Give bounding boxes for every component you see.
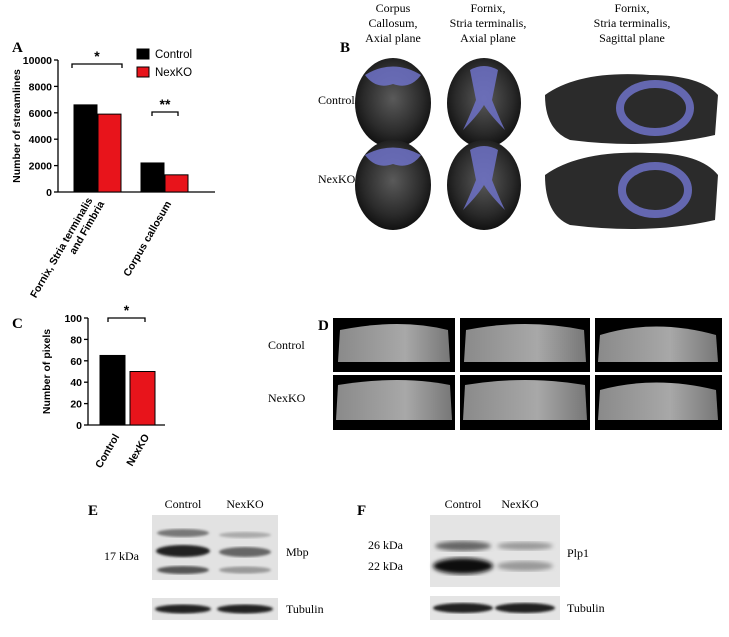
- column-header: Fornix,: [470, 1, 505, 15]
- panel-letter: F: [357, 503, 366, 519]
- panel-letter: E: [88, 503, 98, 519]
- x-tick-label: Control: [93, 432, 122, 470]
- x-tick-label: Corpus callosum: [121, 199, 174, 279]
- y-axis-label: Number of pixels: [41, 329, 53, 414]
- panel-letter: B: [340, 40, 350, 56]
- y-tick-label: 80: [70, 334, 82, 346]
- row-label: NexKO: [268, 391, 306, 405]
- y-tick-label: 40: [70, 377, 82, 389]
- column-header: Callosum,: [368, 16, 417, 30]
- lane-label: Control: [165, 497, 202, 511]
- y-tick-label: 0: [76, 420, 82, 432]
- bar: [73, 104, 98, 193]
- band-label: Plp1: [567, 546, 589, 560]
- y-tick-label: 20: [70, 399, 82, 411]
- y-tick-label: 2000: [29, 161, 53, 173]
- y-axis-label: Number of streamlines: [11, 69, 23, 183]
- significance-bracket: [107, 317, 146, 322]
- marker-label: 22 kDa: [368, 559, 404, 573]
- panel-letter: C: [12, 316, 23, 332]
- significance-label: *: [124, 302, 130, 318]
- y-tick-label: 0: [46, 187, 52, 199]
- band-label: Mbp: [286, 545, 309, 559]
- column-header: Corpus: [376, 1, 411, 15]
- y-tick-label: 60: [70, 356, 82, 368]
- lane-label: Control: [445, 497, 482, 511]
- marker-label: 26 kDa: [368, 538, 404, 552]
- column-header: Stria terminalis,: [450, 16, 527, 30]
- row-label: Control: [318, 93, 355, 107]
- y-tick-label: 6000: [29, 108, 53, 120]
- lane-label: NexKO: [226, 497, 264, 511]
- bar: [164, 174, 189, 193]
- significance-bracket: [71, 63, 123, 68]
- panel-letter: D: [318, 318, 329, 334]
- row-label: NexKO: [318, 172, 356, 186]
- column-header: Stria terminalis,: [594, 16, 671, 30]
- y-tick-label: 4000: [29, 134, 53, 146]
- row-label: Control: [268, 338, 305, 352]
- mri-images: [333, 318, 722, 430]
- y-tick-label: 10000: [23, 55, 52, 67]
- bar: [140, 162, 165, 193]
- y-tick-label: 100: [64, 313, 82, 325]
- legend-swatch: [136, 48, 150, 60]
- band-label: Tubulin: [567, 601, 605, 615]
- significance-label: *: [94, 48, 100, 64]
- bar: [129, 371, 156, 426]
- column-header: Sagittal plane: [599, 31, 665, 45]
- y-tick-label: 8000: [29, 81, 53, 93]
- band-label: Tubulin: [286, 602, 324, 616]
- legend-label: NexKO: [155, 67, 192, 79]
- significance-label: **: [160, 96, 171, 112]
- bar: [99, 354, 126, 426]
- column-header: Fornix,: [614, 1, 649, 15]
- x-tick-label: NexKO: [124, 432, 152, 468]
- panel-letter: A: [12, 40, 23, 56]
- lane-label: NexKO: [501, 497, 539, 511]
- marker-label: 17 kDa: [104, 549, 140, 563]
- bar: [97, 113, 122, 193]
- legend-label: Control: [155, 49, 192, 61]
- column-header: Axial plane: [365, 31, 421, 45]
- legend-swatch: [136, 66, 150, 78]
- x-tick-label: Fornix, Stria terminalis and Fimbria: [28, 193, 107, 306]
- significance-bracket: [151, 111, 179, 116]
- brain-images: [355, 58, 718, 230]
- column-header: Axial plane: [460, 31, 516, 45]
- western-blots: [152, 515, 560, 620]
